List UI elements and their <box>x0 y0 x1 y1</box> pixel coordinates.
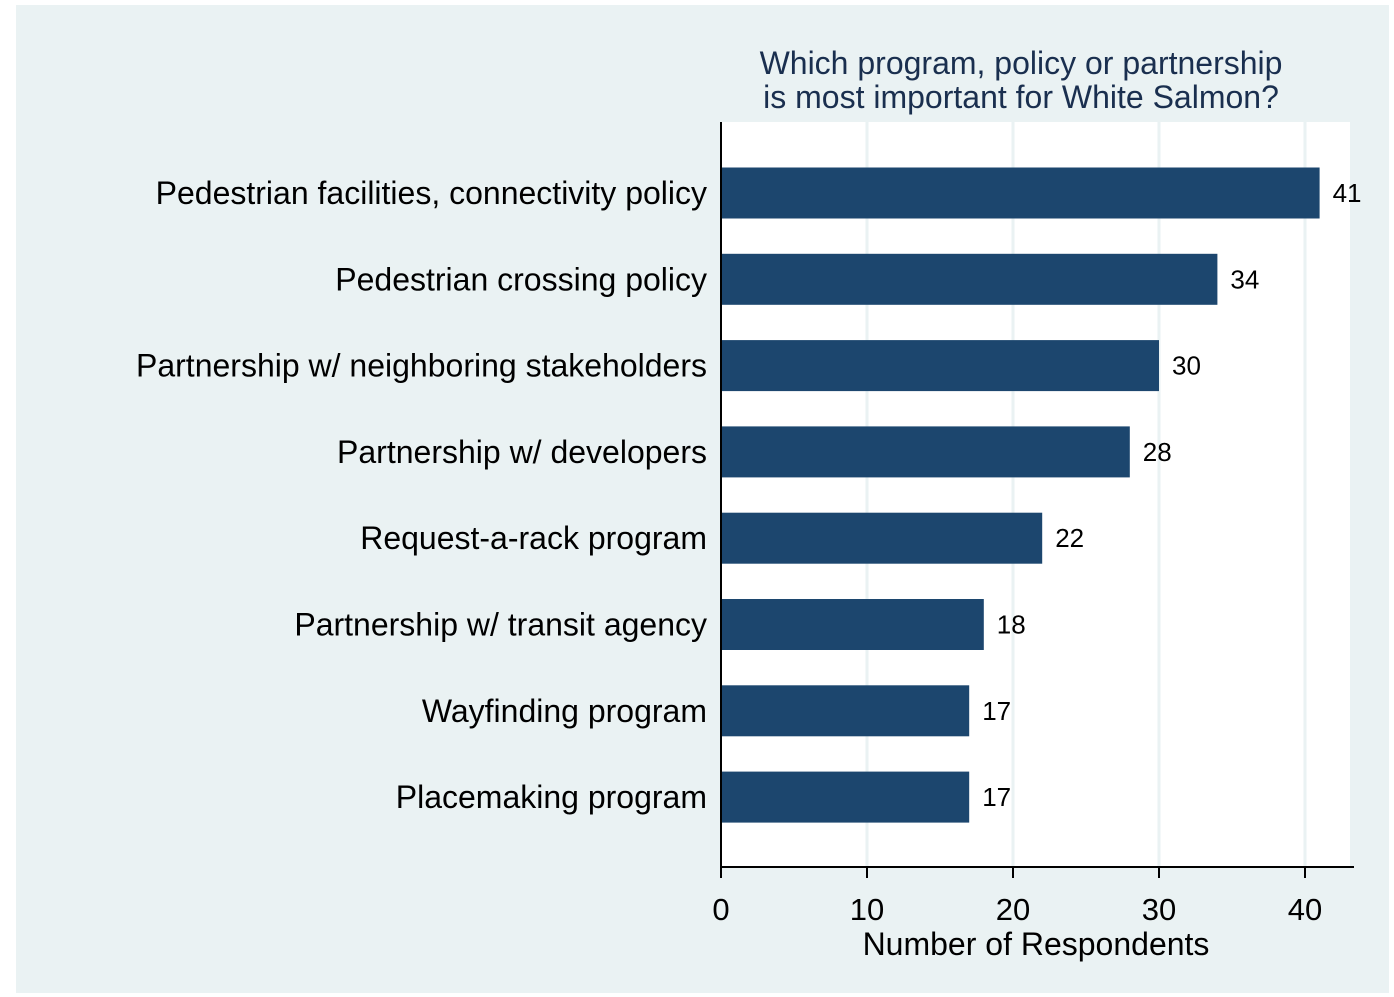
bars <box>721 167 1320 823</box>
x-tick-label-40: 40 <box>1288 892 1322 927</box>
category-labels: Pedestrian facilities, connectivity poli… <box>136 175 707 815</box>
value-label-2: 34 <box>1230 264 1259 294</box>
bar-5 <box>721 512 1043 564</box>
bar-4 <box>721 426 1130 478</box>
gridlines <box>865 122 1307 867</box>
bar-chart: Pedestrian facilities, connectivity poli… <box>136 45 1362 962</box>
axes <box>720 122 1354 878</box>
x-tick-label-0: 0 <box>712 892 729 927</box>
category-label-6: Partnership w/ transit agency <box>294 607 707 643</box>
category-label-4: Partnership w/ developers <box>337 434 707 470</box>
chart-title-line-1: Which program, policy or partnership <box>760 45 1283 81</box>
category-label-1: Pedestrian facilities, connectivity poli… <box>156 175 707 211</box>
x-tick-labels: 0 10 20 30 40 <box>712 892 1322 927</box>
value-label-6: 18 <box>997 610 1026 640</box>
bar-3 <box>721 340 1159 392</box>
category-label-7: Wayfinding program <box>422 693 707 729</box>
plot-area <box>721 122 1350 867</box>
value-label-5: 22 <box>1055 523 1084 553</box>
bar-8 <box>721 771 970 823</box>
category-label-2: Pedestrian crossing policy <box>335 261 707 297</box>
x-tick-label-20: 20 <box>996 892 1030 927</box>
bar-1 <box>721 167 1320 219</box>
chart-frame: Pedestrian facilities, connectivity poli… <box>16 5 1389 993</box>
bar-2 <box>721 253 1218 305</box>
value-label-8: 17 <box>982 782 1011 812</box>
chart-title-line-2: is most important for White Salmon? <box>763 79 1279 115</box>
value-label-4: 28 <box>1143 437 1172 467</box>
value-label-7: 17 <box>982 696 1011 726</box>
category-label-3: Partnership w/ neighboring stakeholders <box>136 348 707 384</box>
value-label-3: 30 <box>1172 351 1201 381</box>
x-tick-label-10: 10 <box>850 892 884 927</box>
value-label-1: 41 <box>1333 178 1362 208</box>
category-label-8: Placemaking program <box>396 779 707 815</box>
x-axis-title: Number of Respondents <box>863 926 1210 962</box>
bar-6 <box>721 599 984 650</box>
value-labels: 41 34 30 28 22 18 17 17 <box>982 178 1361 812</box>
category-label-5: Request-a-rack program <box>360 520 707 556</box>
x-tick-label-30: 30 <box>1142 892 1176 927</box>
bar-7 <box>721 685 970 737</box>
